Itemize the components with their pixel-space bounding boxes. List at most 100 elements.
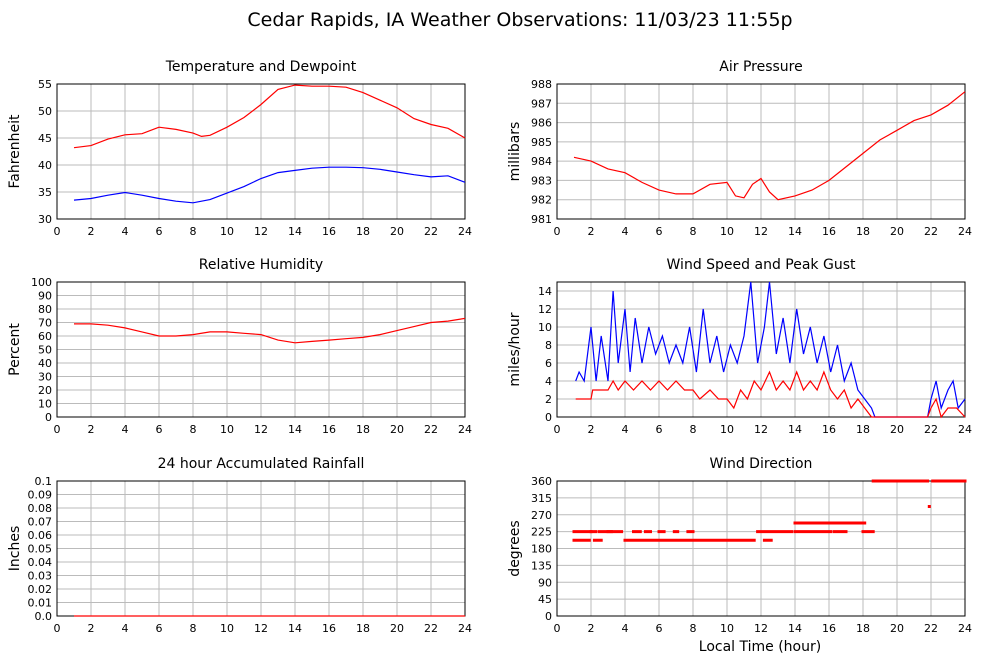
direction-xtick-label: 4 xyxy=(622,622,629,635)
humidity-ytick-label: 90 xyxy=(38,290,52,303)
wind-ytick-label: 0 xyxy=(545,411,552,424)
wind-ytick-label: 2 xyxy=(545,393,552,406)
rain-xtick-label: 8 xyxy=(190,622,197,635)
direction-xtick-label: 18 xyxy=(856,622,870,635)
direction-xtick-label: 8 xyxy=(690,622,697,635)
temp-series-1-line xyxy=(73,166,466,204)
wind-xtick-label: 10 xyxy=(720,423,734,436)
rain-xtick-label: 24 xyxy=(458,622,472,635)
wind-series-0-line xyxy=(575,281,966,418)
humidity-xtick-label: 16 xyxy=(322,423,336,436)
pressure-plot-frame xyxy=(556,83,966,220)
rain-xtick-label: 14 xyxy=(288,622,302,635)
wind-xtick-label-zero: 0 xyxy=(554,423,561,436)
humidity-ytick-label: 80 xyxy=(38,303,52,316)
direction-point-run-15 xyxy=(623,538,756,542)
temp-ytick-label: 50 xyxy=(38,105,52,118)
temp-ytick-label: 35 xyxy=(38,186,52,199)
rain-ytick-label: 0.01 xyxy=(28,597,53,610)
pressure-xtick-label: 20 xyxy=(890,225,904,238)
direction-xtick-label: 16 xyxy=(822,622,836,635)
direction-xtick-label: 6 xyxy=(656,622,663,635)
pressure-ytick-label: 985 xyxy=(531,136,552,149)
pressure-ytick-label: 987 xyxy=(531,97,552,110)
humidity-ytick-label: 0 xyxy=(45,411,52,424)
pressure-xtick-label: 14 xyxy=(788,225,802,238)
humidity-xtick-label: 14 xyxy=(288,423,302,436)
temp-xtick-label: 12 xyxy=(254,225,268,238)
temp-xtick-label: 2 xyxy=(88,225,95,238)
temp-series-0-line xyxy=(73,84,466,149)
wind-plot-frame xyxy=(556,281,966,418)
direction-point-run-7 xyxy=(672,530,680,534)
temp-xtick-label: 6 xyxy=(156,225,163,238)
direction-ytick-label: 180 xyxy=(531,543,552,556)
direction-point-run-5 xyxy=(643,530,652,534)
direction-xtick-label: 12 xyxy=(754,622,768,635)
temp-y-axis-label: Fahrenheit xyxy=(7,114,23,189)
pressure-chart-title: Air Pressure xyxy=(719,59,802,75)
direction-xtick-label: 2 xyxy=(588,622,595,635)
humidity-xtick-label-zero: 0 xyxy=(54,423,61,436)
direction-ytick-label: 270 xyxy=(531,509,552,522)
humidity-xtick-label: 22 xyxy=(424,423,438,436)
humidity-ytick-label: 60 xyxy=(38,330,52,343)
wind-xtick-label: 16 xyxy=(822,423,836,436)
direction-ytick-label: 0 xyxy=(545,610,552,623)
pressure-xtick-label: 2 xyxy=(588,225,595,238)
humidity-xtick-label: 24 xyxy=(458,423,472,436)
pressure-ytick-label: 986 xyxy=(531,117,552,130)
direction-xtick-label: 24 xyxy=(958,622,972,635)
humidity-ytick-label: 50 xyxy=(38,344,52,357)
humidity-xtick-label: 4 xyxy=(122,423,129,436)
pressure-xtick-label-zero: 0 xyxy=(554,225,561,238)
rain-xtick-label: 12 xyxy=(254,622,268,635)
temp-plot-frame xyxy=(56,83,466,220)
direction-point-run-1 xyxy=(589,530,598,534)
wind-xtick-label: 22 xyxy=(924,423,938,436)
direction-xtick-label-zero: 0 xyxy=(554,622,561,635)
direction-point-run-9 xyxy=(756,530,794,534)
temp-xtick-label: 16 xyxy=(322,225,336,238)
pressure-xtick-label: 24 xyxy=(958,225,972,238)
direction-ytick-label: 45 xyxy=(538,593,552,606)
wind-chart-title: Wind Speed and Peak Gust xyxy=(667,257,856,273)
x-axis-label: Local Time (hour) xyxy=(699,639,821,655)
rain-xtick-label: 18 xyxy=(356,622,370,635)
rain-xtick-label: 4 xyxy=(122,622,129,635)
direction-ytick-label: 225 xyxy=(531,526,552,539)
humidity-y-axis-label: Percent xyxy=(7,323,23,376)
temp-xtick-label: 18 xyxy=(356,225,370,238)
rain-ytick-label: 0.09 xyxy=(28,489,53,502)
pressure-xtick-label: 12 xyxy=(754,225,768,238)
humidity-plot-frame xyxy=(56,281,466,418)
wind-xtick-label: 6 xyxy=(656,423,663,436)
pressure-xtick-label: 16 xyxy=(822,225,836,238)
temp-xtick-label: 4 xyxy=(122,225,129,238)
rain-xtick-label: 2 xyxy=(88,622,95,635)
wind-xtick-label: 18 xyxy=(856,423,870,436)
temp-xtick-label: 10 xyxy=(220,225,234,238)
temp-xtick-label: 8 xyxy=(190,225,197,238)
humidity-xtick-label: 20 xyxy=(390,423,404,436)
wind-xtick-label: 12 xyxy=(754,423,768,436)
rain-xtick-label: 20 xyxy=(390,622,404,635)
humidity-ytick-label: 10 xyxy=(38,398,52,411)
rain-ytick-label: 0.07 xyxy=(28,516,53,529)
humidity-xtick-label: 2 xyxy=(88,423,95,436)
wind-y-axis-label: miles/hour xyxy=(507,312,523,386)
page-title: Cedar Rapids, IA Weather Observations: 1… xyxy=(247,9,792,31)
rain-xtick-label: 6 xyxy=(156,622,163,635)
pressure-ytick-label: 984 xyxy=(531,155,552,168)
direction-point-run-12 xyxy=(861,530,875,534)
direction-ytick-label: 90 xyxy=(538,576,552,589)
rain-ytick-label: 0.08 xyxy=(28,502,53,515)
direction-ytick-label: 360 xyxy=(531,475,552,488)
temp-xtick-label: 22 xyxy=(424,225,438,238)
pressure-xtick-label: 8 xyxy=(690,225,697,238)
rain-xtick-label: 22 xyxy=(424,622,438,635)
